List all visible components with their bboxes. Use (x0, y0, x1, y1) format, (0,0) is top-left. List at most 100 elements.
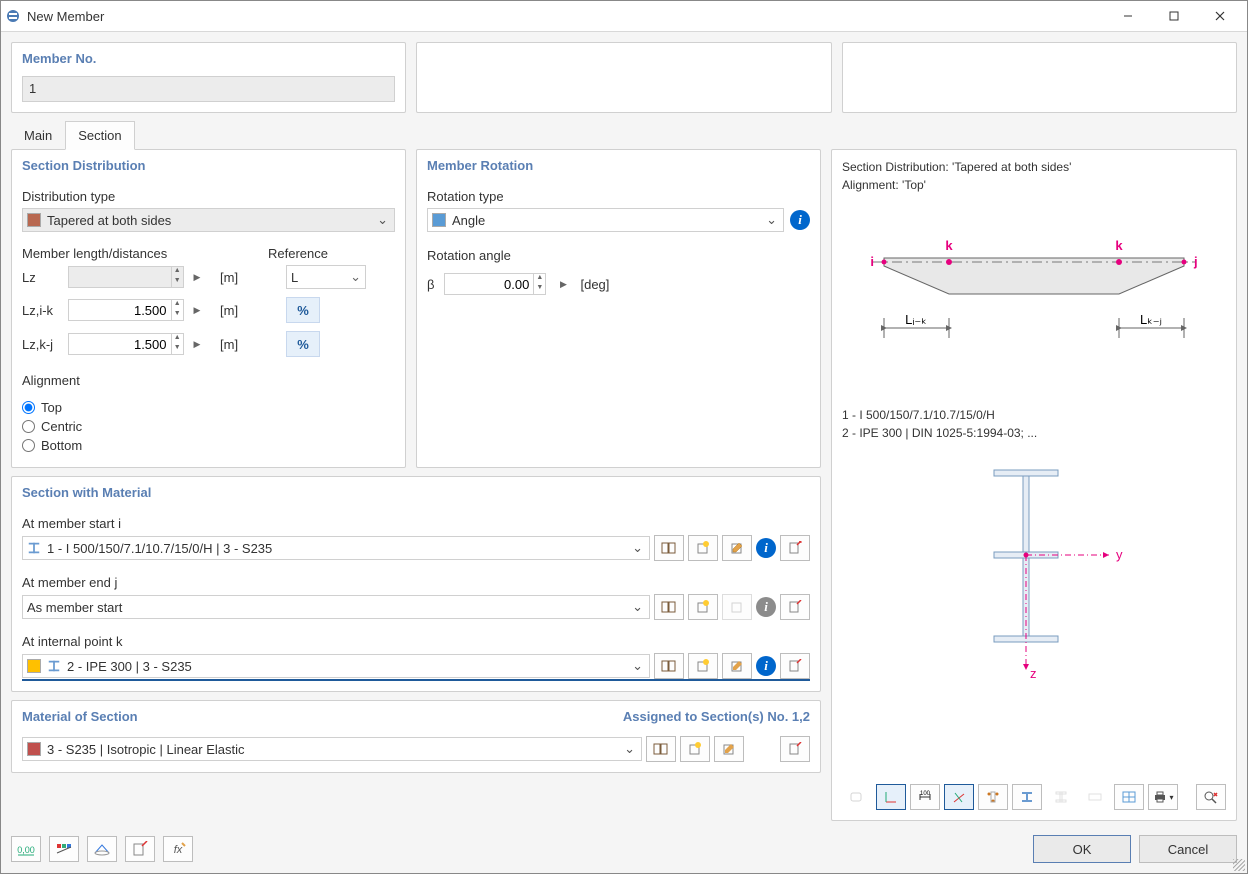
alignment-radio[interactable] (22, 420, 35, 433)
material-color-swatch (27, 742, 41, 756)
library-button[interactable] (654, 653, 684, 679)
material-select[interactable]: 3 - S235 | Isotropic | Linear Elastic ⌄ (22, 737, 642, 761)
function-button[interactable]: fx (163, 836, 193, 862)
minimize-button[interactable] (1105, 1, 1151, 31)
edit-button[interactable] (722, 535, 752, 561)
header-panel-3 (842, 42, 1237, 113)
alignment-label: Alignment (22, 373, 395, 388)
tool-stress-points[interactable] (978, 784, 1008, 810)
pick-button[interactable] (780, 535, 810, 561)
model-button[interactable] (87, 836, 117, 862)
tool-dimensions[interactable]: 100 (910, 784, 940, 810)
edit-button[interactable] (714, 736, 744, 762)
resize-grip[interactable] (1233, 859, 1245, 871)
section-internal-color-swatch (27, 659, 41, 673)
pick-button[interactable] (780, 594, 810, 620)
new-button[interactable] (688, 653, 718, 679)
play-icon[interactable]: ▶ (190, 339, 204, 350)
alignment-option[interactable]: Centric (22, 419, 395, 434)
alignment-option-label: Bottom (41, 438, 82, 453)
edit-button-disabled (722, 594, 752, 620)
library-button[interactable] (654, 594, 684, 620)
distribution-type-select[interactable]: Tapered at both sides ⌄ (22, 208, 395, 232)
member-lengths-label: Member length/distances (22, 246, 268, 261)
info-button[interactable]: i (756, 538, 776, 558)
spin-down-icon[interactable]: ▼ (172, 310, 183, 320)
pick-button[interactable] (780, 736, 810, 762)
ok-button[interactable]: OK (1033, 835, 1131, 863)
play-icon[interactable]: ▶ (190, 272, 204, 283)
new-button[interactable] (688, 535, 718, 561)
tool-print[interactable]: ▾ (1148, 784, 1178, 810)
library-button[interactable] (646, 736, 676, 762)
alignment-option[interactable]: Bottom (22, 438, 395, 453)
play-icon[interactable]: ▶ (556, 279, 570, 290)
edit-button[interactable] (722, 653, 752, 679)
rotation-angle-input[interactable] (445, 277, 533, 292)
i-section-icon (27, 541, 41, 555)
spin-up-icon[interactable]: ▲ (172, 334, 183, 344)
pick-in-model-button[interactable] (125, 836, 155, 862)
rotation-angle-field[interactable]: ▲▼ (444, 273, 546, 295)
tab-section[interactable]: Section (65, 121, 134, 150)
rotation-type-label: Rotation type (427, 189, 810, 204)
rotation-type-select[interactable]: Angle ⌄ (427, 208, 784, 232)
new-button[interactable] (688, 594, 718, 620)
section-start-value: 1 - I 500/150/7.1/10.7/15/0/H | 3 - S235 (47, 541, 630, 556)
title-bar: New Member (1, 1, 1247, 32)
tab-main[interactable]: Main (11, 121, 65, 150)
preview-alignment-line: Alignment: 'Top' (842, 176, 1226, 194)
units-button[interactable]: 0,00 (11, 836, 41, 862)
tool-section-colored[interactable] (1012, 784, 1042, 810)
color-palette-button[interactable] (49, 836, 79, 862)
alignment-radio[interactable] (22, 401, 35, 414)
section-list-item: 2 - IPE 300 | DIN 1025-5:1994-03; ... (842, 424, 1226, 442)
spin-down-icon[interactable]: ▼ (172, 344, 183, 354)
tab-strip: Main Section (11, 121, 1237, 150)
spin-up-icon[interactable]: ▲ (172, 267, 183, 277)
length-field[interactable]: ▲▼ (68, 299, 184, 321)
tool-axes[interactable] (876, 784, 906, 810)
alignment-option-label: Centric (41, 419, 82, 434)
length-unit: [m] (220, 270, 280, 285)
play-icon[interactable]: ▶ (190, 305, 204, 316)
chevron-down-icon: ⌄ (630, 599, 645, 615)
distribution-type-color-swatch (27, 213, 41, 227)
assigned-to-sections-label: Assigned to Section(s) No. 1,2 (623, 709, 810, 724)
spin-down-icon[interactable]: ▼ (172, 277, 183, 287)
spin-up-icon[interactable]: ▲ (172, 300, 183, 310)
reference-select[interactable]: L⌄ (286, 265, 366, 289)
tool-zoom-reset[interactable] (1196, 784, 1226, 810)
alignment-radio[interactable] (22, 439, 35, 452)
close-button[interactable] (1197, 1, 1243, 31)
cancel-button[interactable]: Cancel (1139, 835, 1237, 863)
new-button[interactable] (680, 736, 710, 762)
tool-section-outline-disabled (1046, 784, 1076, 810)
section-end-select[interactable]: As member start ⌄ (22, 595, 650, 619)
library-button[interactable] (654, 535, 684, 561)
rotation-info-button[interactable]: i (790, 210, 810, 230)
spin-down-icon[interactable]: ▼ (534, 284, 545, 294)
section-start-select[interactable]: 1 - I 500/150/7.1/10.7/15/0/H | 3 - S235… (22, 536, 650, 560)
info-button[interactable]: i (756, 656, 776, 676)
member-rotation-panel: Member Rotation Rotation type Angle ⌄ i … (416, 149, 821, 468)
svg-text:Lₖ₋ⱼ: Lₖ₋ⱼ (1140, 312, 1162, 327)
maximize-button[interactable] (1151, 1, 1197, 31)
spin-up-icon[interactable]: ▲ (534, 274, 545, 284)
length-field[interactable]: ▲▼ (68, 333, 184, 355)
rotation-type-color-swatch (432, 213, 446, 227)
chevron-down-icon: ⌄ (764, 212, 779, 228)
tool-grid[interactable] (1114, 784, 1144, 810)
length-input[interactable] (69, 337, 171, 352)
percent-button[interactable]: % (286, 331, 320, 357)
member-no-field[interactable]: 1 (22, 76, 395, 102)
percent-button[interactable]: % (286, 297, 320, 323)
alignment-radio-group: Top Centric Bottom (22, 396, 395, 457)
material-of-section-panel: Material of Section Assigned to Section(… (11, 700, 821, 773)
rotation-type-value: Angle (452, 213, 764, 228)
alignment-option[interactable]: Top (22, 400, 395, 415)
pick-button[interactable] (780, 653, 810, 679)
tool-principal-axes[interactable] (944, 784, 974, 810)
section-internal-select[interactable]: 2 - IPE 300 | 3 - S235 ⌄ (22, 654, 650, 678)
length-input[interactable] (69, 303, 171, 318)
